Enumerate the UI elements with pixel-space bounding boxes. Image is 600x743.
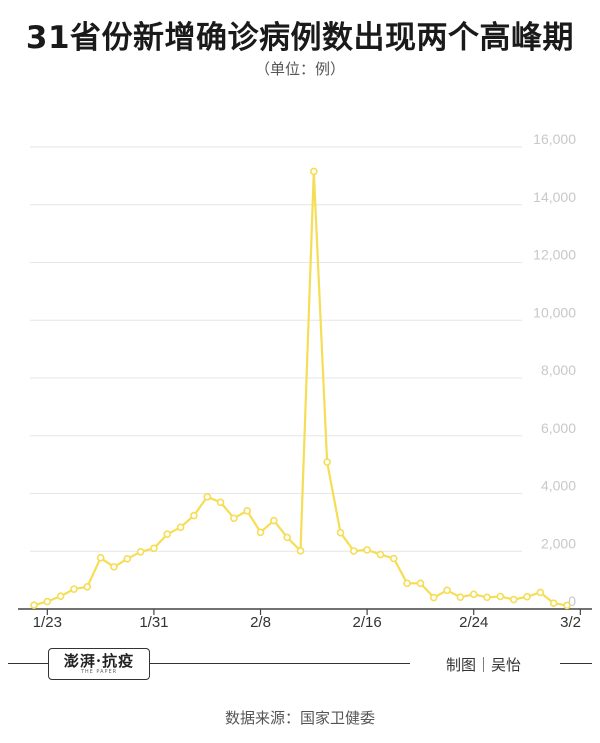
- data-point: [336, 528, 345, 537]
- data-point: [176, 523, 185, 532]
- x-tick-label: 2/16: [353, 614, 382, 631]
- data-point: [416, 579, 425, 588]
- data-point: [310, 167, 318, 176]
- y-tick-label: 12,000: [533, 247, 576, 263]
- footer-divider-middle: [148, 663, 410, 664]
- data-point: [43, 597, 52, 606]
- series-line: [32, 170, 569, 607]
- x-tick-label: 2/24: [459, 614, 488, 631]
- data-point: [150, 544, 158, 553]
- data-point: [83, 582, 92, 591]
- data-point: [56, 592, 65, 600]
- footer-divider-left: [8, 663, 48, 664]
- y-tick-label: 6,000: [541, 420, 576, 436]
- data-point: [110, 563, 118, 571]
- data-point: [483, 593, 491, 602]
- data-point: [429, 593, 438, 602]
- data-point: [216, 498, 225, 507]
- data-point: [163, 530, 172, 539]
- data-point: [376, 550, 385, 559]
- data-point: [349, 547, 358, 555]
- data-point: [523, 592, 531, 601]
- data-point: [203, 492, 212, 501]
- y-tick-label: 0: [568, 593, 576, 609]
- chart-title: 31省份新增确诊病例数出现两个高峰期: [25, 20, 575, 56]
- data-point: [469, 590, 478, 599]
- data-point: [536, 588, 545, 597]
- data-point: [296, 547, 305, 555]
- data-point: [283, 533, 291, 542]
- data-point: [136, 547, 145, 556]
- x-tick-label: 3/2: [560, 614, 581, 631]
- data-point: [496, 592, 505, 601]
- x-tick-label: 1/31: [139, 614, 168, 631]
- data-point: [30, 601, 38, 610]
- unit-label: （单位：例）: [254, 60, 345, 78]
- data-source: 数据来源：国家卫健委: [224, 709, 375, 727]
- y-tick-label: 2,000: [541, 535, 576, 551]
- data-point: [403, 579, 411, 588]
- brand-logo: 澎湃·抗疫 THE PAPER: [48, 648, 150, 680]
- data-point: [70, 585, 78, 593]
- data-point: [96, 554, 105, 562]
- y-tick-label: 10,000: [533, 304, 576, 320]
- data-point: [243, 507, 251, 515]
- data-point: [190, 511, 198, 520]
- data-point: [549, 599, 558, 607]
- data-point: [363, 546, 371, 554]
- footer-divider-right: [560, 663, 592, 664]
- data-point: [270, 516, 278, 525]
- y-tick-label: 8,000: [541, 362, 576, 378]
- brand-logo-subtext: THE PAPER: [80, 668, 118, 675]
- y-tick-label: 16,000: [533, 131, 576, 147]
- x-tick-label: 1/23: [33, 614, 62, 631]
- data-point: [123, 555, 132, 563]
- data-point: [509, 595, 518, 604]
- data-point: [456, 593, 465, 601]
- y-tick-label: 4,000: [541, 478, 576, 494]
- brand-logo-text: 澎湃·抗疫: [63, 651, 135, 670]
- data-point: [563, 601, 571, 610]
- data-point: [256, 528, 265, 537]
- data-point: [389, 554, 398, 563]
- y-tick-label: 14,000: [533, 189, 576, 205]
- data-point: [443, 586, 451, 595]
- data-point: [230, 514, 238, 523]
- data-point: [323, 458, 331, 466]
- x-tick-label: 2/8: [250, 614, 271, 631]
- line-chart: 0 2,000 4,000 6,000 8,000 10,000 12,000 14,000 1…: [18, 131, 592, 631]
- chart-credit: 制图｜吴怡: [446, 656, 522, 674]
